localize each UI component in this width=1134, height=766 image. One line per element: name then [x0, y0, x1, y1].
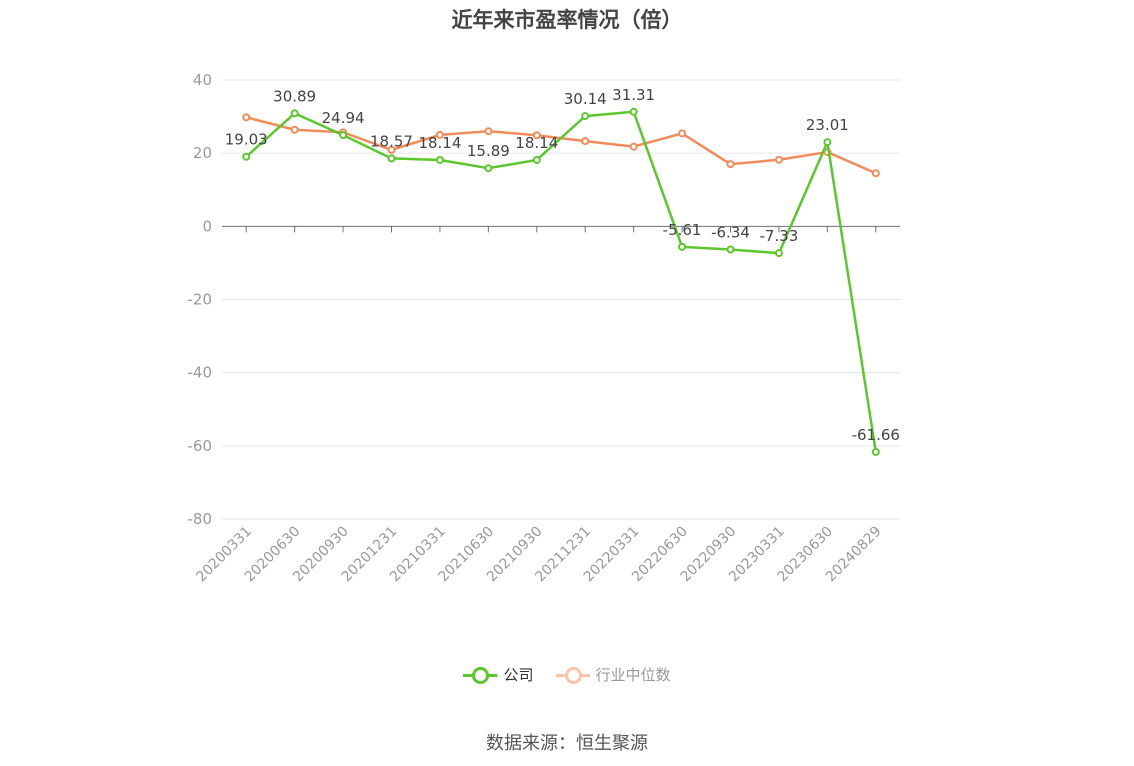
company-point	[387, 154, 396, 163]
data-label: 23.01	[806, 116, 849, 134]
legend-swatch-industry-median	[555, 666, 590, 684]
company-point	[774, 249, 783, 258]
company-point	[726, 245, 735, 254]
industry-median-point	[387, 145, 396, 154]
company-point	[242, 152, 251, 161]
company-point	[290, 109, 299, 118]
industry-median-point	[678, 129, 687, 138]
industry-median-point	[290, 125, 299, 134]
grid-lines	[222, 79, 900, 520]
data-label: -6.34	[711, 224, 750, 242]
data-label: 15.89	[467, 142, 510, 160]
y-axis-ticks: 40 20 0 -20 -40 -60 -80	[188, 71, 213, 528]
company-point	[532, 155, 541, 164]
industry-median-point	[242, 113, 251, 122]
legend-swatch-company	[463, 666, 498, 684]
legend-item-industry-median[interactable]: 行业中位数	[555, 664, 671, 685]
company-point	[435, 155, 444, 164]
data-label: 18.14	[418, 134, 461, 152]
industry-median-point	[774, 155, 783, 164]
data-label: 18.14	[515, 134, 558, 152]
industry-median-point	[581, 137, 590, 146]
y-tick-label: -40	[188, 364, 213, 382]
source-note: 数据来源：恒生聚源	[486, 733, 648, 754]
legend-label-industry-median: 行业中位数	[595, 666, 671, 684]
data-label: 31.31	[612, 86, 655, 104]
y-tick-label: 40	[193, 71, 212, 89]
company-point	[823, 138, 832, 147]
industry-median-point	[484, 127, 493, 136]
company-point	[339, 131, 348, 140]
chart-title: 近年来市盈率情况（倍）	[451, 8, 683, 32]
company-point	[629, 107, 638, 116]
company-point	[871, 447, 880, 456]
data-label: 18.57	[370, 132, 413, 150]
company-point	[581, 112, 590, 121]
company-line	[245, 110, 878, 453]
y-tick-label: 0	[202, 217, 212, 235]
legend-label-company: 公司	[503, 666, 534, 684]
legend: 公司 行业中位数	[0, 664, 1134, 685]
data-label: 30.89	[273, 87, 316, 105]
data-labels: 19.03 30.89 24.94 18.57 18.14 15.89 18.14 30.14…	[225, 86, 900, 444]
industry-median-point	[726, 160, 735, 169]
data-label: -61.66	[852, 426, 900, 444]
company-point	[484, 164, 493, 173]
y-tick-label: -60	[188, 437, 213, 455]
y-tick-label: -20	[188, 291, 213, 309]
industry-median-point	[871, 169, 880, 178]
industry-median-point	[435, 130, 444, 139]
company-point	[678, 242, 687, 251]
data-label: 19.03	[225, 131, 268, 149]
legend-item-company[interactable]: 公司	[463, 664, 534, 685]
data-label: 30.14	[564, 90, 607, 108]
series-lines	[242, 107, 880, 456]
industry-median-point	[532, 131, 541, 140]
x-axis: 2020033120200630202009302020123120210331…	[193, 225, 900, 585]
data-label: -7.33	[760, 227, 799, 245]
data-label: 24.94	[322, 109, 365, 127]
data-label: -5.61	[663, 221, 702, 239]
y-tick-label: 20	[193, 144, 212, 162]
industry-median-point	[629, 142, 638, 151]
y-tick-label: -80	[188, 510, 213, 528]
